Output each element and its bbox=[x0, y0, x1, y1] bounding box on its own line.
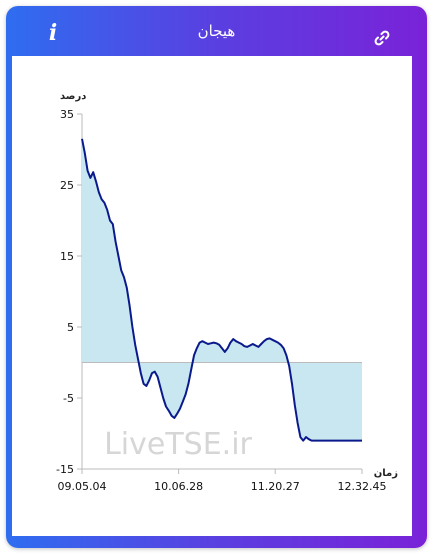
x-tick-label: 12.32.45 bbox=[338, 480, 387, 493]
y-tick-label: 35 bbox=[60, 108, 74, 121]
series-line bbox=[81, 138, 362, 442]
plot-area bbox=[81, 138, 362, 442]
y-tick-label: 15 bbox=[60, 250, 74, 263]
sentiment-chart: درصد زمان 35 25 15 5 -5 -15 09.05.04 10.06.28 1… bbox=[56, 91, 398, 493]
y-tick-label: 25 bbox=[60, 179, 74, 192]
y-tick-label: 5 bbox=[67, 321, 74, 334]
x-tick-label: 10.06.28 bbox=[154, 480, 203, 493]
x-axis-label: زمان bbox=[374, 468, 398, 479]
y-axis: 35 25 15 5 -5 -15 bbox=[56, 108, 83, 476]
watermark: LiveTSE.ir bbox=[104, 427, 252, 462]
y-tick-label: -5 bbox=[63, 392, 74, 405]
info-icon[interactable]: i bbox=[48, 20, 58, 46]
series-area bbox=[82, 138, 362, 441]
link-icon[interactable] bbox=[372, 28, 392, 48]
sentiment-card: i هیجان درصد زمان 35 25 15 5 -5 -15 09.05.04 1… bbox=[6, 6, 427, 548]
x-tick-label: 11.20.27 bbox=[251, 480, 300, 493]
x-axis: 09.05.04 10.06.28 11.20.27 12.32.45 bbox=[58, 468, 387, 493]
y-axis-label: درصد bbox=[60, 91, 86, 102]
chart-panel: درصد زمان 35 25 15 5 -5 -15 09.05.04 10.06.28 1… bbox=[12, 56, 412, 536]
y-tick-label: -15 bbox=[56, 463, 74, 476]
card-header: i هیجان bbox=[6, 6, 427, 56]
x-tick-label: 09.05.04 bbox=[58, 480, 107, 493]
card-title: هیجان bbox=[197, 22, 236, 40]
